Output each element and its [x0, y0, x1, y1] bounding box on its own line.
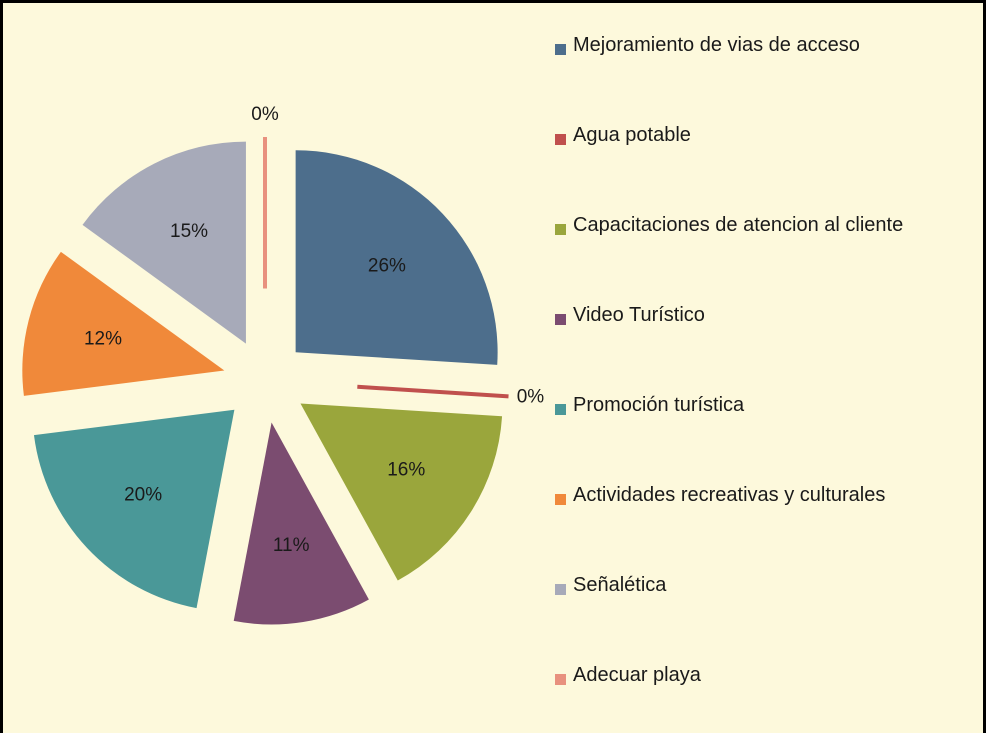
pie-slice: [82, 141, 246, 344]
legend-label: Video Turístico: [573, 304, 705, 326]
legend-item: Video Turístico: [555, 304, 975, 332]
legend-swatch: [555, 314, 566, 325]
pie-slice: [295, 150, 498, 365]
legend-swatch: [555, 44, 566, 55]
legend-item: Promoción turística: [555, 394, 975, 422]
data-label: 26%: [368, 256, 406, 277]
legend-label: Adecuar playa: [573, 664, 701, 686]
pie-slice: [33, 409, 235, 609]
legend-label: Capacitaciones de atencion al cliente: [573, 214, 904, 236]
legend-item: Actividades recreativas y culturales: [555, 484, 975, 512]
pie-chart: 26% 0% 16% 11% 20% 12% 15% 0%: [22, 104, 545, 625]
pie-slice: [233, 422, 369, 625]
pie-slice: [357, 384, 509, 399]
legend-label: Promoción turística: [573, 394, 745, 416]
legend-label: Señalética: [573, 574, 667, 596]
legend-label: Mejoramiento de vias de acceso: [573, 34, 860, 56]
legend-swatch: [555, 404, 566, 415]
data-label: 0%: [251, 104, 279, 125]
data-label: 20%: [124, 484, 162, 505]
legend-swatch: [555, 494, 566, 505]
legend-swatch: [555, 674, 566, 685]
data-label: 15%: [170, 221, 208, 242]
legend-item: Capacitaciones de atencion al cliente: [555, 214, 975, 242]
data-label: 16%: [387, 460, 425, 481]
legend-swatch: [555, 134, 566, 145]
data-label: 12%: [84, 328, 122, 349]
legend-item: Mejoramiento de vias de acceso: [555, 34, 975, 62]
legend-item: Adecuar playa: [555, 664, 975, 692]
pie-slice: [22, 251, 225, 396]
pie-slice: [300, 403, 503, 581]
legend-label: Actividades recreativas y culturales: [573, 484, 886, 506]
legend-item: Señalética: [555, 574, 975, 602]
legend-item: Agua potable: [555, 124, 975, 152]
legend-swatch: [555, 584, 566, 595]
data-label: 0%: [517, 387, 545, 408]
legend-swatch: [555, 224, 566, 235]
legend-label: Agua potable: [573, 124, 691, 146]
data-label: 11%: [273, 535, 310, 556]
